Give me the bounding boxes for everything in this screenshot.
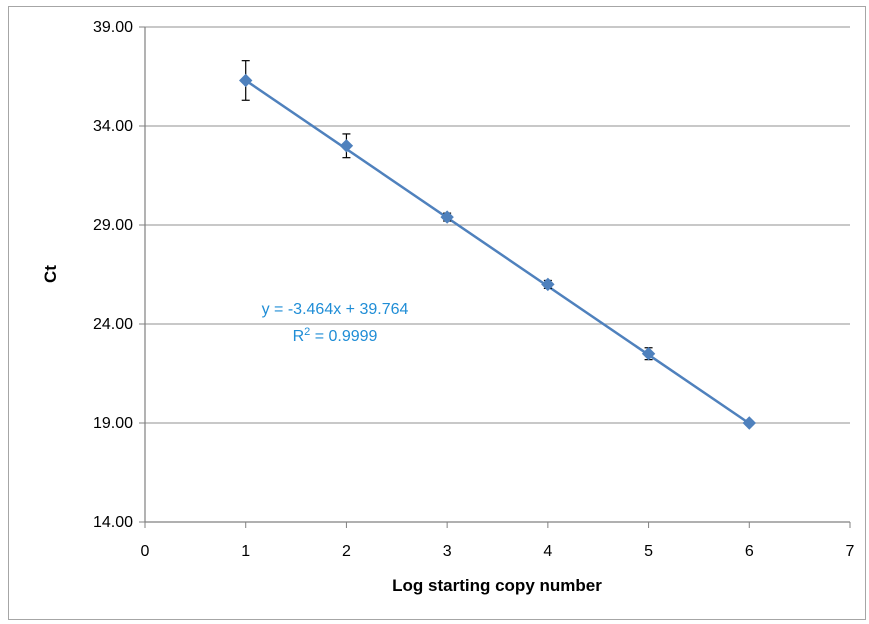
trendline-r-squared: R2 = 0.9999: [293, 326, 378, 345]
x-tick-label: 6: [745, 543, 754, 560]
data-point-marker: [440, 210, 454, 224]
y-tick-label: 39.00: [93, 19, 133, 36]
data-point-marker: [339, 139, 354, 153]
y-tick-label: 29.00: [93, 217, 133, 234]
y-tick-label: 19.00: [93, 415, 133, 432]
x-tick-label: 7: [846, 543, 855, 560]
x-tick-label: 4: [543, 543, 552, 560]
r-squared-value: = 0.9999: [310, 328, 377, 345]
trendline-equation: y = -3.464x + 39.764: [262, 301, 409, 318]
data-markers: [239, 73, 756, 430]
gridlines: [139, 26, 850, 523]
x-tick-label: 3: [443, 543, 452, 560]
y-tick-label: 14.00: [93, 514, 133, 531]
y-tick-labels: 14.00 19.00 24.00 29.00 34.00 39.00: [93, 19, 133, 531]
x-tick-label: 5: [644, 543, 653, 560]
data-point-marker: [641, 346, 656, 361]
y-tick-label: 24.00: [93, 316, 133, 333]
x-axis-title: Log starting copy number: [392, 576, 602, 595]
r-squared-symbol: R: [293, 328, 305, 345]
x-tick-label: 2: [342, 543, 351, 560]
data-point-marker: [239, 73, 253, 88]
y-axis-title: Ct: [41, 265, 60, 283]
x-tick-label: 0: [141, 543, 150, 560]
data-point-marker: [742, 416, 756, 430]
axes: [144, 27, 850, 523]
x-tick-label: 1: [241, 543, 250, 560]
data-point-marker: [541, 277, 555, 292]
y-tick-label: 34.00: [93, 118, 133, 135]
chart-frame: [8, 6, 866, 620]
r-squared-exponent: 2: [304, 326, 310, 338]
x-tick-labels: 0 1 2 3 4 5 6 7: [141, 522, 855, 560]
error-bars: [241, 60, 754, 426]
trendline: [245, 79, 750, 425]
